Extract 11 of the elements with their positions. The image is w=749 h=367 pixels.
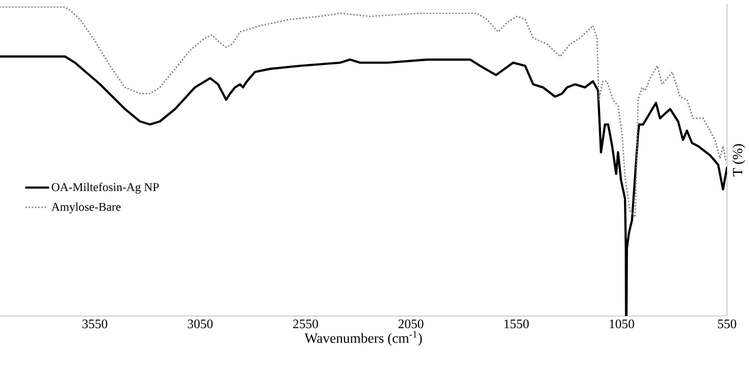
x-tick-label: 2050 (398, 320, 424, 328)
x-tick-label: 3550 (82, 320, 108, 328)
x-tick-label: 1050 (610, 320, 634, 328)
x-tick-label: 1550 (504, 320, 529, 328)
legend-label: OA-Miltefosin-Ag NP (52, 182, 159, 194)
y-axis-title: T (%) (732, 144, 746, 176)
x-tick-label: 2550 (293, 320, 318, 328)
x-tick-label: 3050 (188, 320, 213, 328)
x-tick-label: 550 (718, 320, 736, 328)
x-axis-title: Wavenumbers (cm$^{-1}$) (304, 331, 422, 346)
legend-label: Amylose-Bare (51, 202, 121, 214)
